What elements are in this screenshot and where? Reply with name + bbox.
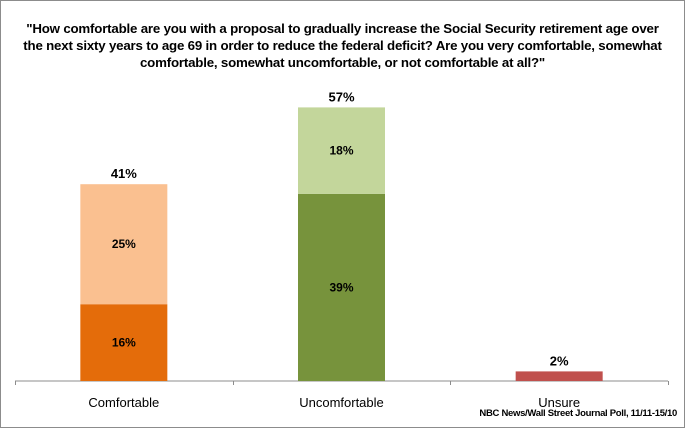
data-label-segment: 18% <box>329 144 353 158</box>
data-label-total: 2% <box>550 353 569 368</box>
bar-segment-unsure <box>515 371 603 381</box>
bar-segment-somewhat-uncomfortable <box>298 107 385 194</box>
data-label-total: 41% <box>111 166 137 181</box>
x-tick-label: Comfortable <box>88 395 159 410</box>
x-tick-label: Unsure <box>538 395 580 410</box>
data-label-total: 57% <box>328 89 354 104</box>
data-label-segment: 16% <box>112 336 136 350</box>
x-tick-label: Uncomfortable <box>299 395 384 410</box>
data-label-segment: 25% <box>112 237 136 251</box>
chart-title: "How comfortable are you with a proposal… <box>23 21 662 70</box>
bar-segment-somewhat-comfortable <box>80 184 168 305</box>
data-label-segment: 39% <box>329 280 353 294</box>
source-note: NBC News/Wall Street Journal Poll, 11/11… <box>479 408 677 419</box>
bar-segment-not-comfortable-at-all <box>298 193 385 381</box>
bar-segment-very-comfortable <box>80 304 168 381</box>
